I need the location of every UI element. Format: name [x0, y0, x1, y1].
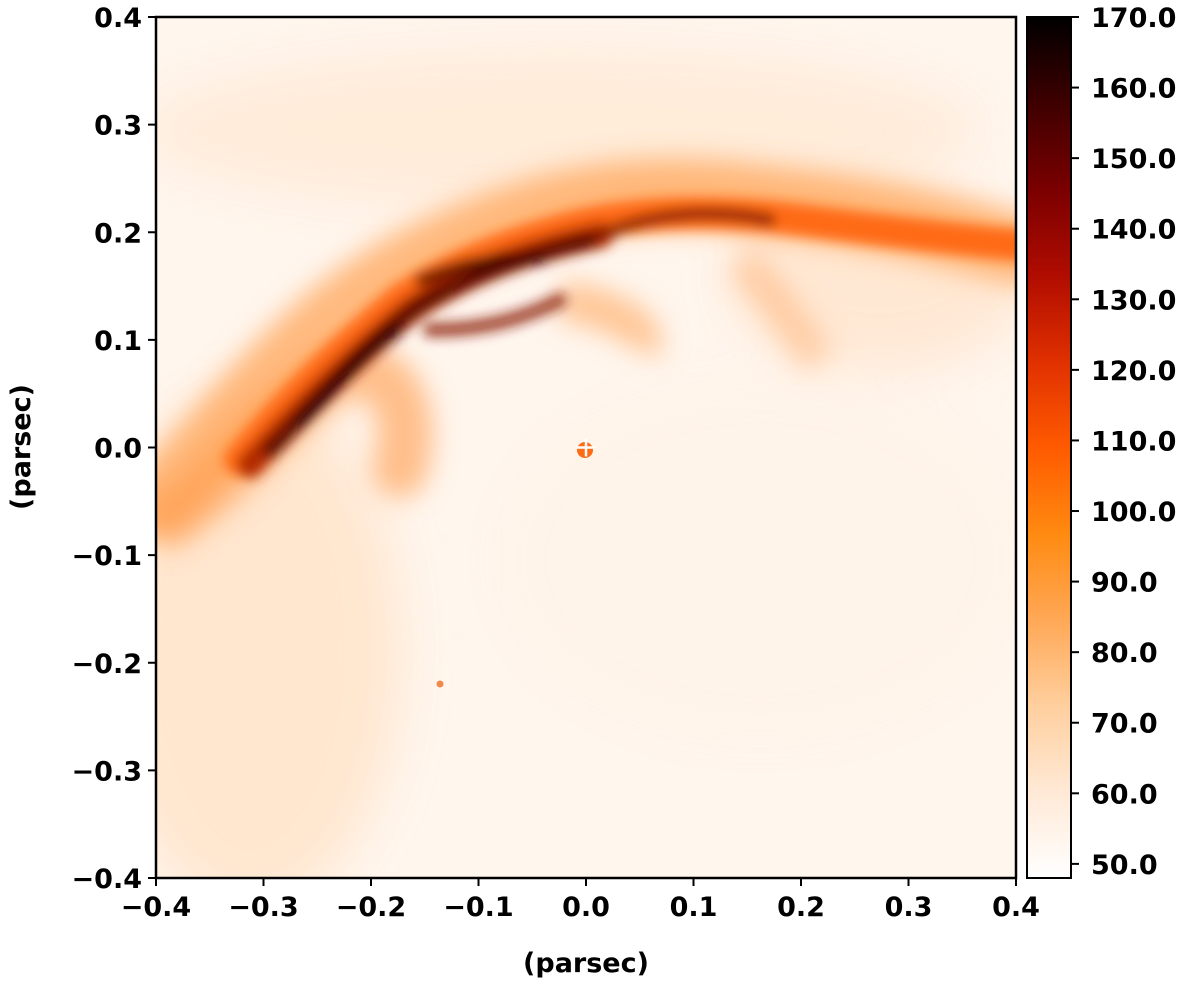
y-tick-label: −0.3	[72, 756, 142, 787]
x-axis-label: (parsec)	[523, 948, 649, 979]
y-tick-label: 0.1	[94, 326, 142, 357]
colorbar-tick-label: 80.0	[1091, 638, 1158, 669]
y-tick-label: 0.4	[94, 3, 142, 34]
y-tick-label: 0.0	[94, 434, 142, 465]
x-tick-label: 0.1	[670, 892, 718, 923]
colorbar-tick-label: 70.0	[1091, 709, 1158, 740]
x-tick-label: 0.4	[992, 892, 1040, 923]
y-tick-label: 0.2	[94, 218, 142, 249]
colorbar-tick-label: 90.0	[1091, 568, 1158, 599]
colorbar-tick-label: 60.0	[1091, 779, 1158, 810]
origin-marker	[577, 438, 595, 457]
y-axis-label: (parsec)	[6, 384, 37, 510]
x-tick-label: 0.3	[885, 892, 933, 923]
colorbar-tick-label: 110.0	[1091, 426, 1176, 457]
x-tick-label: −0.2	[336, 892, 406, 923]
heatmap-image	[156, 17, 1016, 878]
y-tick-label: −0.4	[72, 864, 142, 895]
x-tick-label: −0.4	[121, 892, 191, 923]
colorbar-tick-label: 140.0	[1091, 215, 1176, 246]
y-tick-label: −0.1	[72, 541, 142, 572]
x-tick-label: −0.1	[443, 892, 513, 923]
y-tick-label: −0.2	[72, 649, 142, 680]
y-axis: −0.4 −0.3 −0.2 −0.1 0.0 0.1 0.2 0.3 0.4	[72, 3, 156, 895]
x-tick-label: −0.3	[228, 892, 298, 923]
colorbar-tick-label: 170.0	[1091, 3, 1176, 34]
y-tick-label: 0.3	[94, 111, 142, 142]
x-tick-label: 0.2	[777, 892, 825, 923]
colorbar-tick-label: 150.0	[1091, 144, 1176, 175]
colorbar-tick-label: 130.0	[1091, 285, 1176, 316]
colorbar-ticks: 50.0 60.0 70.0 80.0 90.0 100.0 110.0 120.0 130.0…	[1071, 3, 1176, 881]
colorbar-tick-label: 50.0	[1091, 850, 1158, 881]
colorbar-tick-label: 120.0	[1091, 356, 1176, 387]
colorbar-tick-label: 160.0	[1091, 74, 1176, 105]
point-source	[436, 680, 444, 688]
x-axis: −0.4 −0.3 −0.2 −0.1 0.0 0.1 0.2 0.3 0.4	[121, 878, 1040, 923]
x-tick-label: 0.0	[562, 892, 610, 923]
colorbar-gradient	[1026, 16, 1072, 879]
colorbar-tick-label: 100.0	[1091, 497, 1176, 528]
colorbar: 50.0 60.0 70.0 80.0 90.0 100.0 110.0 120.0 130.0…	[1026, 3, 1176, 881]
